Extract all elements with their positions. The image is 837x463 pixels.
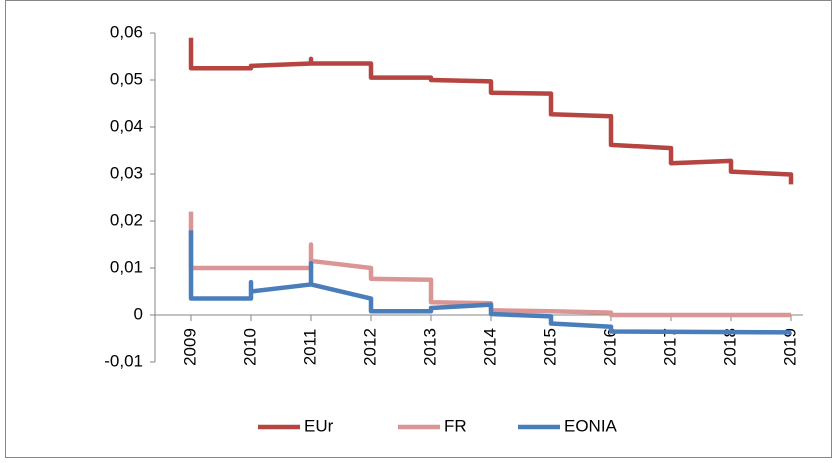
legend-label: FR [444,416,467,435]
y-tick-label: -0,01 [104,351,143,370]
x-tick-label: 2016 [600,328,619,366]
x-tick-label: 2012 [360,328,379,366]
y-tick-label: 0,02 [110,210,143,229]
line-series [188,230,792,335]
y-tick-label: 0 [134,304,143,323]
x-tick-label: 2014 [480,328,499,366]
legend-label: EUr [304,416,334,435]
x-tick-label: 2009 [180,328,199,366]
y-tick-label: 0,04 [110,116,143,135]
y-tick-label: 0,01 [110,257,143,276]
x-tick-label: 2019 [780,328,799,366]
legend-label: EONIA [564,416,618,435]
y-tick-label: 0,06 [110,22,143,41]
x-tick-label: 2018 [720,328,739,366]
x-tick-label: 2013 [420,328,439,366]
x-tick-label: 2015 [540,328,559,366]
x-tick-label: 2017 [660,328,679,366]
y-tick-label: 0,03 [110,163,143,182]
x-tick-label: 2011 [300,329,319,366]
line-series [188,37,794,185]
x-tick-label: 2010 [240,328,259,366]
line-series [188,211,791,318]
y-tick-label: 0,05 [110,69,143,88]
